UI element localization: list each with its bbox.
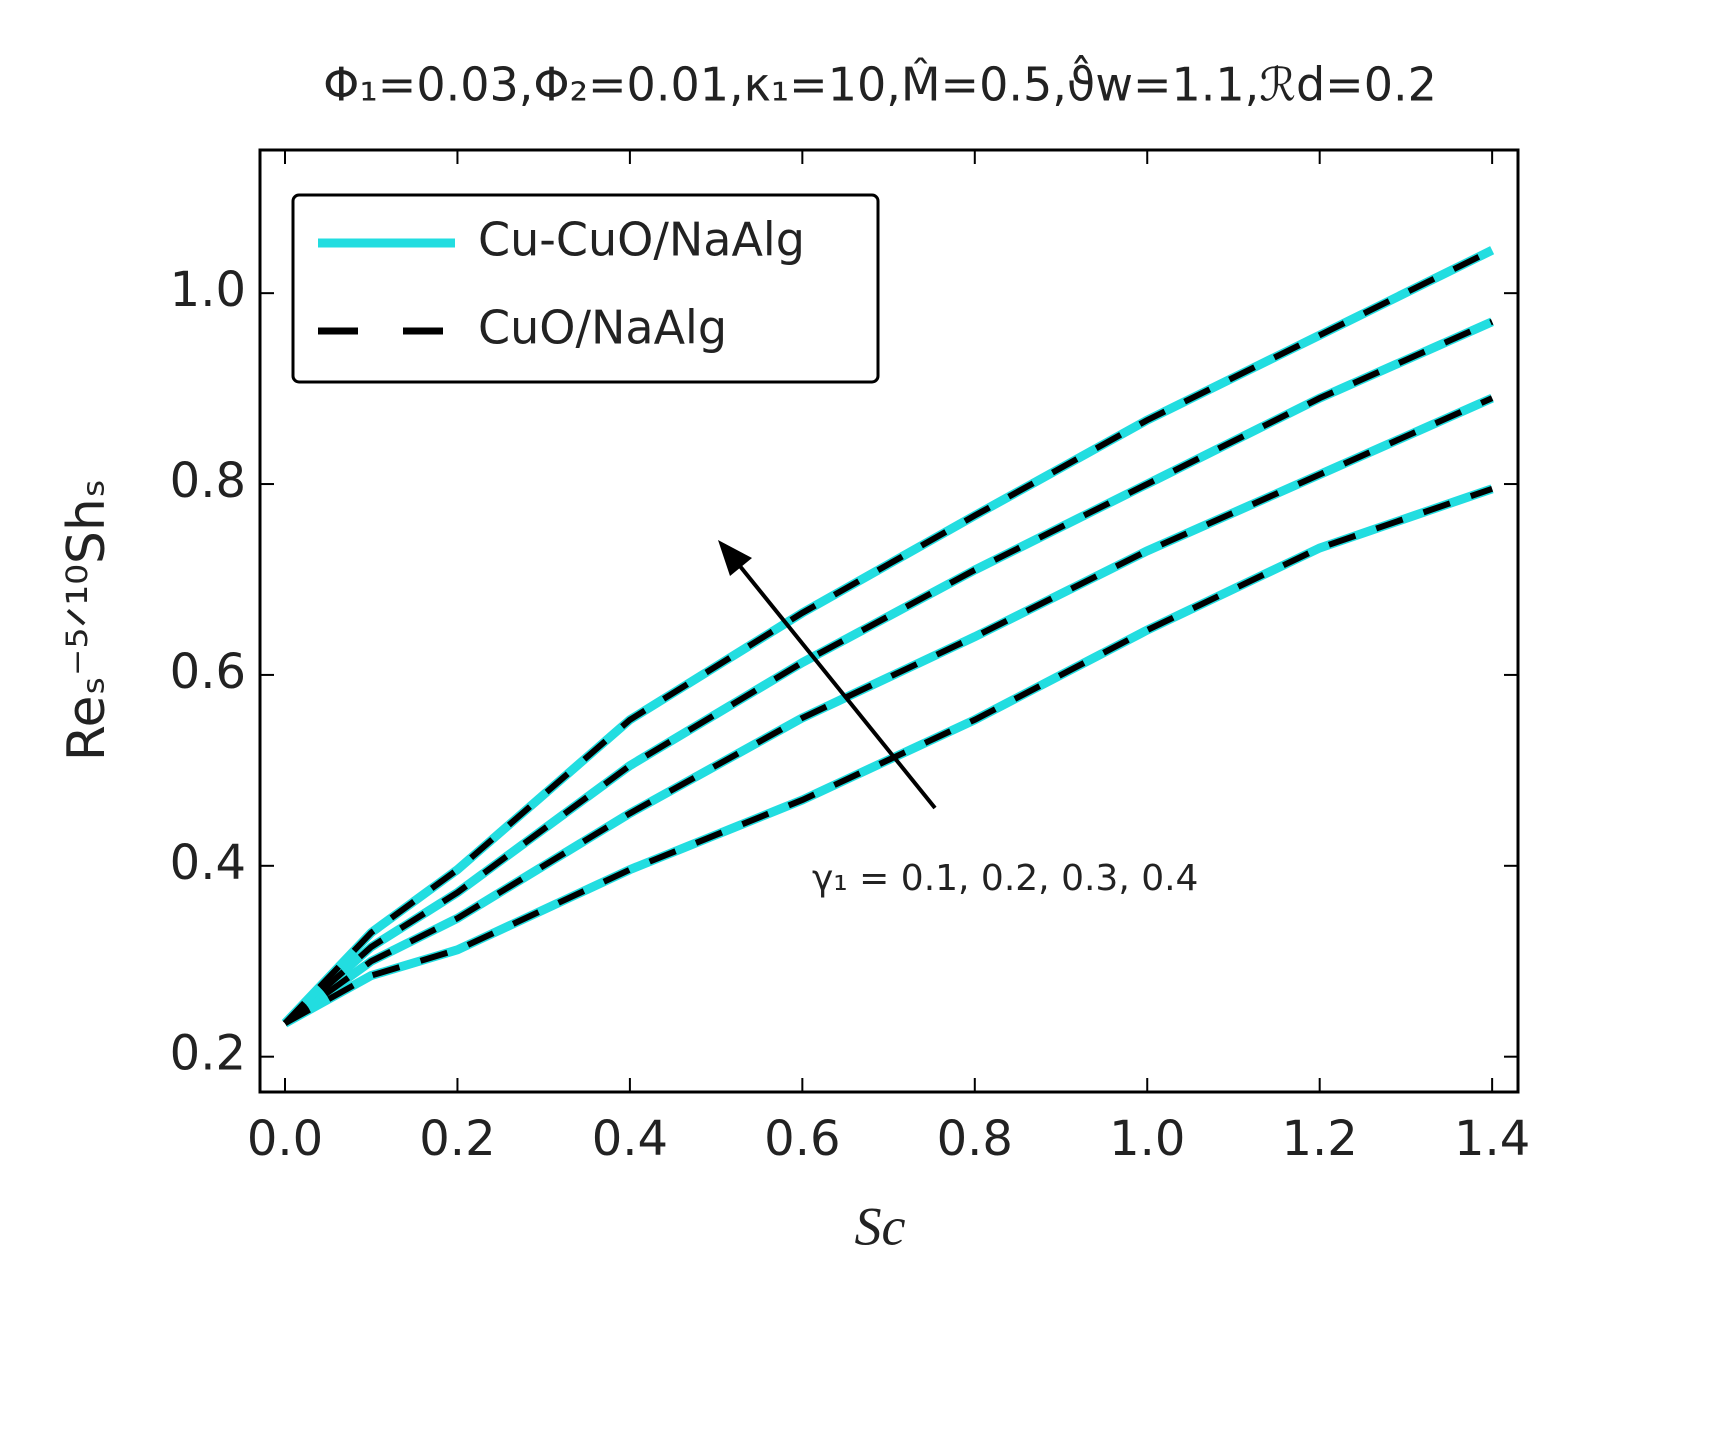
chart-title: Φ₁=0.03,Φ₂=0.01,κ₁=10,M̂=0.5,ϑ̂w=1.1,ℛd=… [323, 54, 1437, 111]
line [283, 485, 1494, 1026]
x-axis-label: Sc [855, 1196, 906, 1256]
y-tick-label: 1.0 [170, 262, 246, 318]
plot-frame [258, 148, 1520, 1094]
x-tick-label: 0.2 [419, 1111, 495, 1167]
y-tick-label: 0.4 [170, 835, 246, 891]
annotation: γ₁ = 0.1, 0.2, 0.3, 0.4 [812, 858, 1198, 899]
x-tick-label: 0.6 [764, 1111, 840, 1167]
line [282, 317, 1494, 1027]
line [283, 395, 1494, 1026]
x-tick-label: 0.8 [937, 1111, 1013, 1167]
x-tick-label: 1.0 [1109, 1111, 1185, 1167]
y-tick-label: 0.6 [170, 644, 246, 700]
arrow [733, 558, 937, 810]
x-tick-label: 1.4 [1454, 1111, 1530, 1167]
y-tick-label: 0.8 [170, 453, 246, 509]
line [282, 394, 1494, 1027]
x-tick-label: 0.0 [247, 1111, 323, 1167]
legend-label: Cu-CuO/NaAlg [478, 213, 805, 267]
x-tick-label: 1.2 [1282, 1111, 1358, 1167]
arrow-head [718, 540, 752, 576]
line [282, 247, 1494, 1026]
x-tick-label: 0.4 [592, 1111, 668, 1167]
y-axis-label: Reₛ⁻⁵ᐟ¹⁰Shₛ [57, 479, 117, 762]
y-tick-label: 0.2 [170, 1026, 246, 1082]
legend-label: CuO/NaAlg [478, 301, 727, 355]
